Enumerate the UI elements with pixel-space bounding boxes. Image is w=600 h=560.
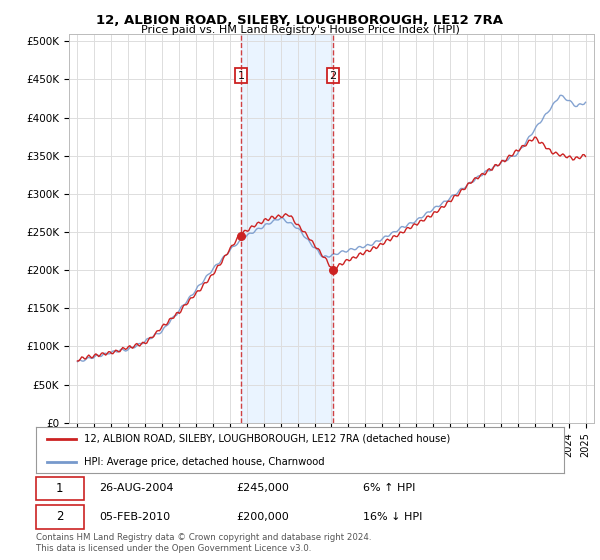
Text: 12, ALBION ROAD, SILEBY, LOUGHBOROUGH, LE12 7RA (detached house): 12, ALBION ROAD, SILEBY, LOUGHBOROUGH, L… [83, 434, 450, 444]
Text: 1: 1 [238, 71, 244, 81]
Text: 6% ↑ HPI: 6% ↑ HPI [364, 483, 416, 493]
Text: HPI: Average price, detached house, Charnwood: HPI: Average price, detached house, Char… [83, 457, 324, 466]
Text: 2: 2 [56, 511, 64, 524]
Point [236, 231, 245, 240]
Text: 16% ↓ HPI: 16% ↓ HPI [364, 512, 423, 522]
Text: Contains HM Land Registry data © Crown copyright and database right 2024.
This d: Contains HM Land Registry data © Crown c… [36, 533, 371, 553]
FancyBboxPatch shape [36, 505, 83, 529]
Text: £200,000: £200,000 [236, 512, 289, 522]
Text: £245,000: £245,000 [236, 483, 290, 493]
Text: 12, ALBION ROAD, SILEBY, LOUGHBOROUGH, LE12 7RA: 12, ALBION ROAD, SILEBY, LOUGHBOROUGH, L… [97, 14, 503, 27]
Bar [241, 34, 333, 423]
FancyBboxPatch shape [36, 477, 83, 500]
Point [328, 265, 338, 274]
Text: 26-AUG-2004: 26-AUG-2004 [100, 483, 174, 493]
Text: 05-FEB-2010: 05-FEB-2010 [100, 512, 170, 522]
Text: 2: 2 [329, 71, 337, 81]
Text: Price paid vs. HM Land Registry's House Price Index (HPI): Price paid vs. HM Land Registry's House … [140, 25, 460, 35]
Text: 1: 1 [56, 482, 64, 494]
